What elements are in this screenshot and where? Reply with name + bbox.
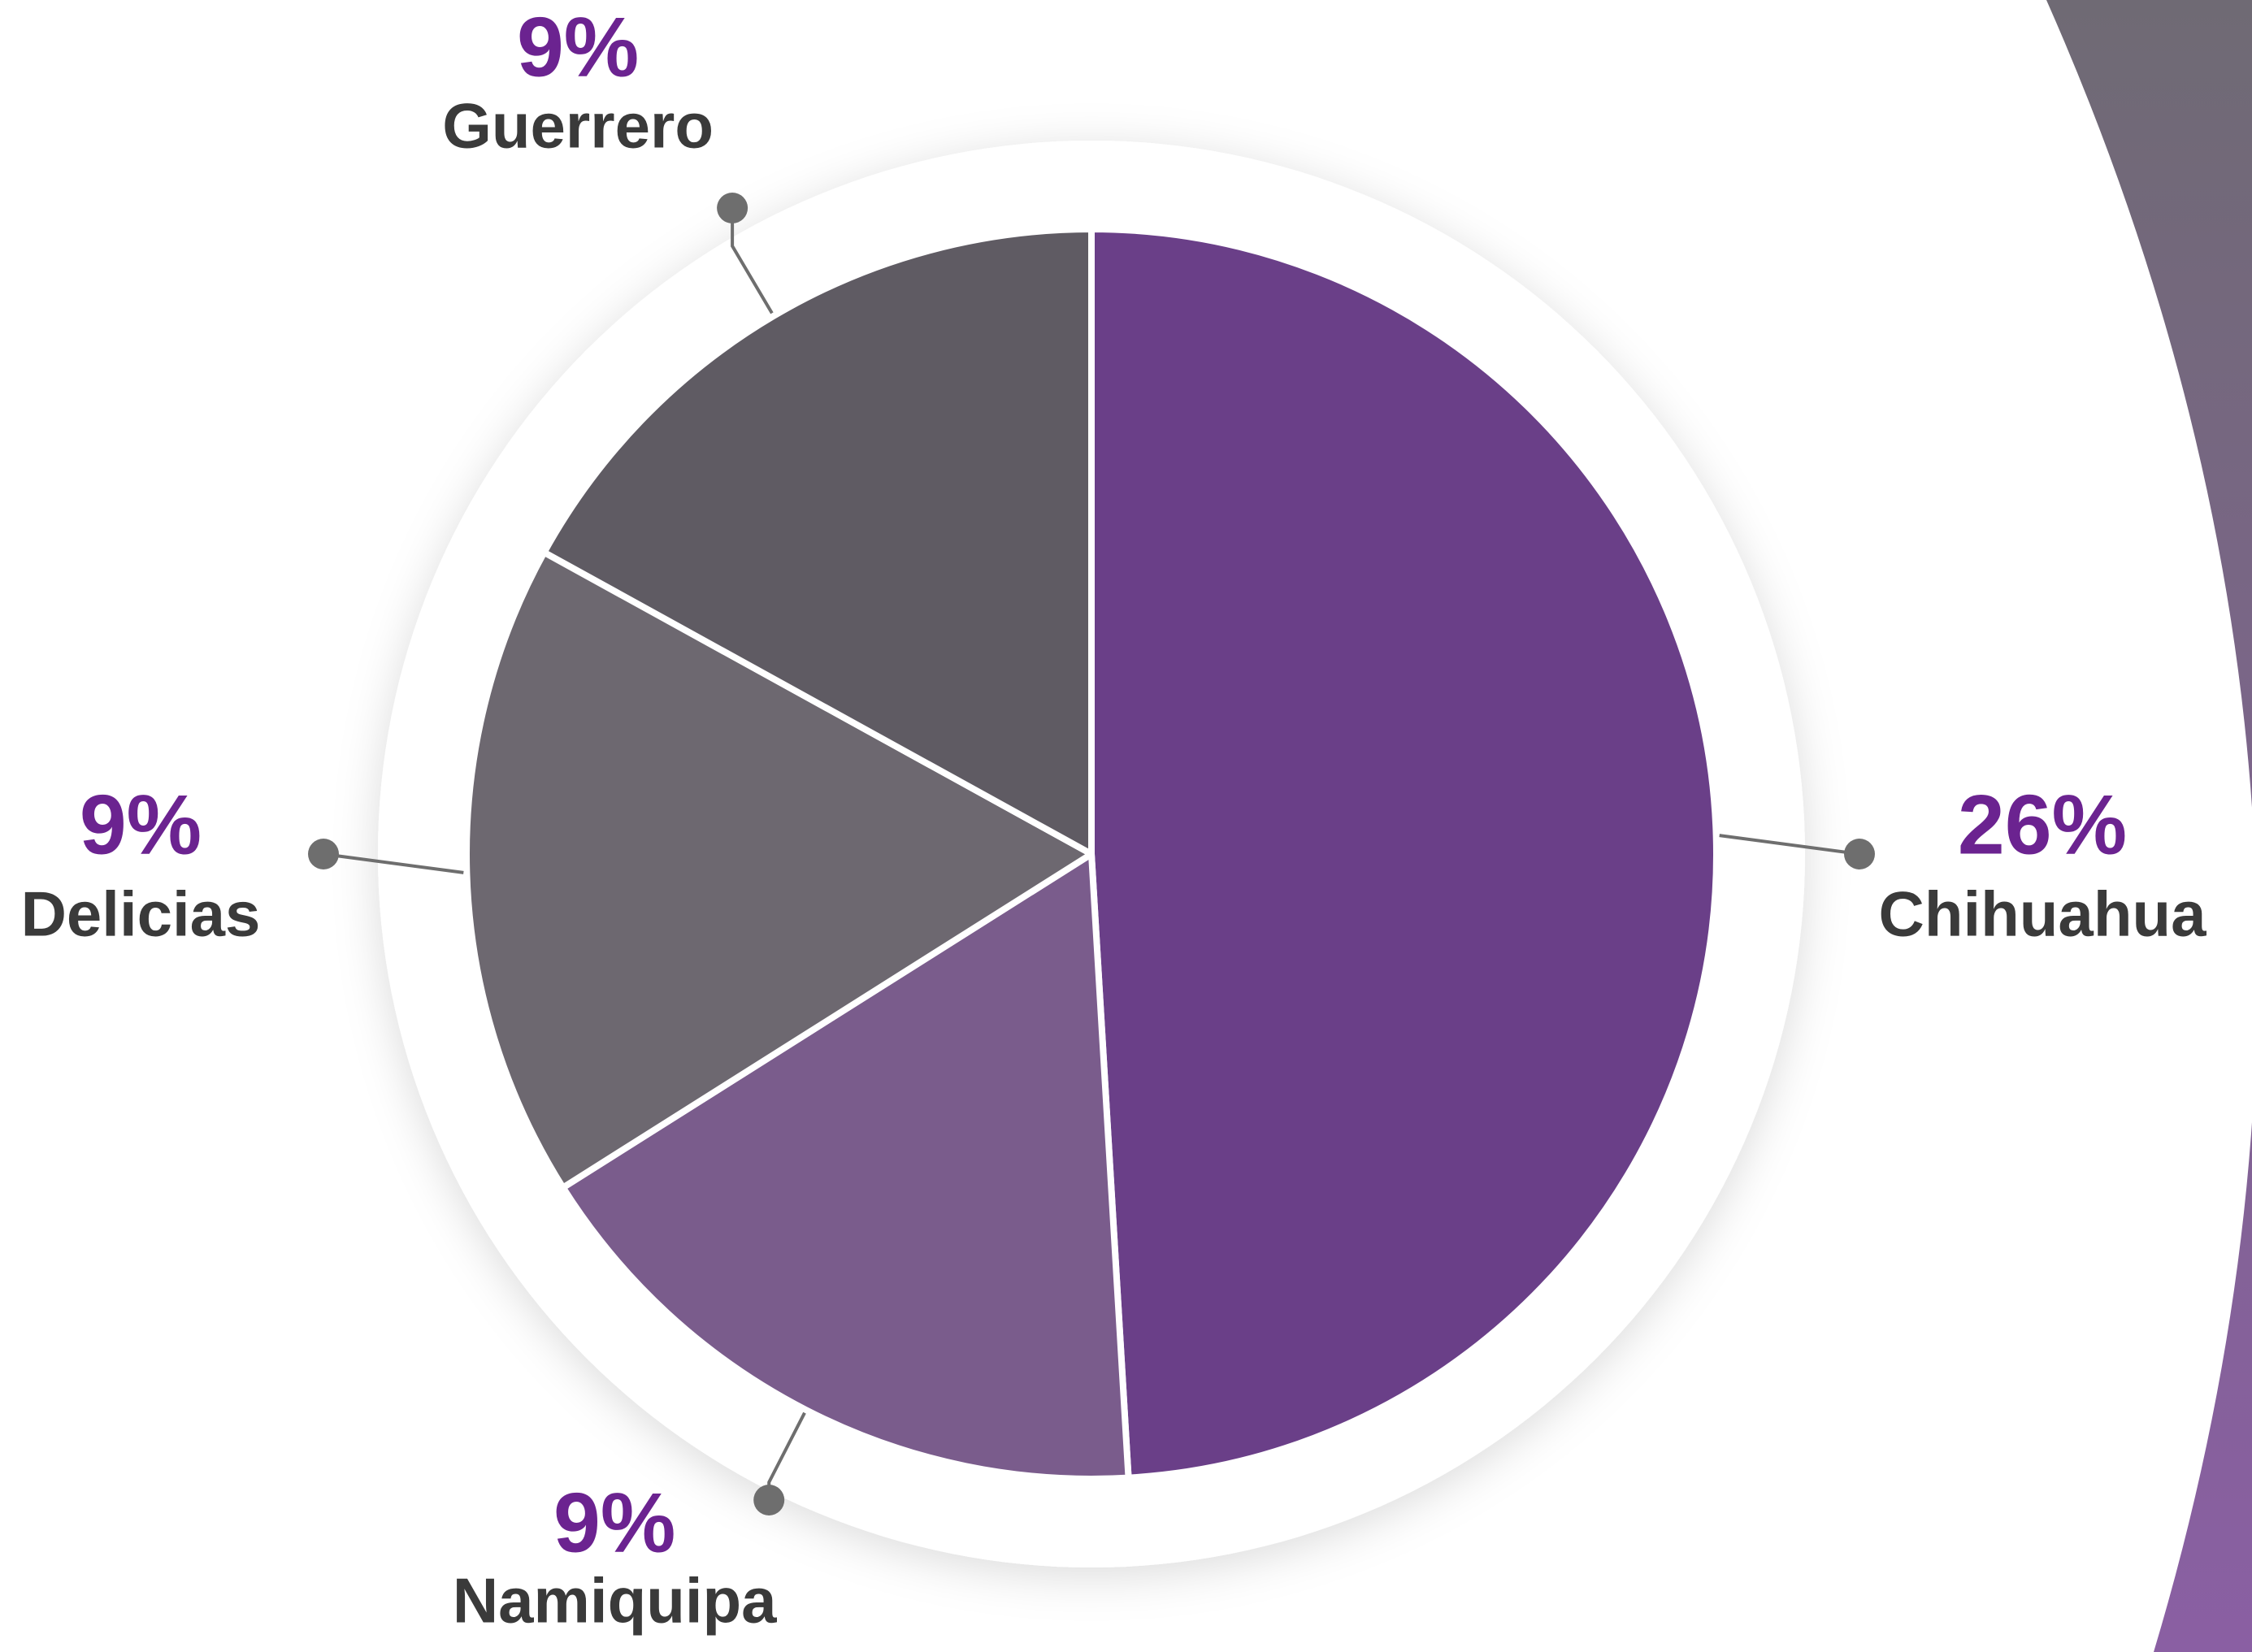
chart: 26%Chihuahua9%Namiquipa9%Delicias9%Guerr… [0,0,2252,1652]
page: {"chart_data": { "type": "pie", "categor… [0,0,2252,1652]
pie [466,229,1716,1479]
leader-dot [717,193,748,223]
category-label: Guerrero [442,90,714,162]
category-label: Chihuahua [1879,878,2207,950]
leader-dot [1844,839,1875,869]
category-label: Namiquipa [453,1565,777,1637]
value-label: 9% [517,0,639,94]
value-label: 9% [553,1476,675,1570]
leader-dot [753,1485,784,1515]
leader-dot [308,839,339,869]
value-label: 9% [80,778,202,872]
category-label: Delicias [21,878,261,950]
value-label: 26% [1958,778,2127,872]
